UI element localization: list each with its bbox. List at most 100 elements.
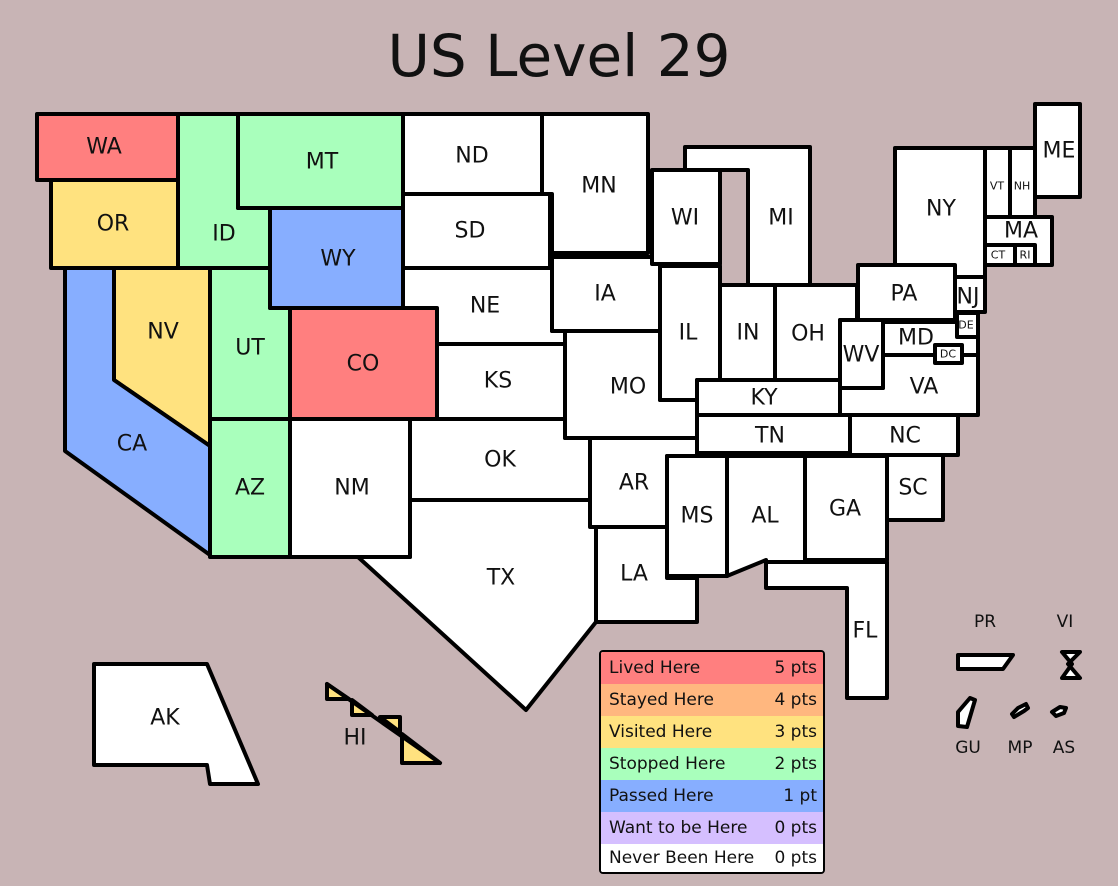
- state-shape[interactable]: [401, 192, 552, 270]
- legend-item-lived: Lived Here 5 pts: [601, 652, 823, 684]
- state-shape[interactable]: [236, 112, 405, 210]
- state-wi[interactable]: WI: [650, 168, 722, 266]
- legend-item-stopped: Stopped Here 2 pts: [601, 748, 823, 780]
- state-or[interactable]: OR: [49, 178, 180, 270]
- state-ky[interactable]: KY: [695, 378, 842, 417]
- state-vt[interactable]: VT: [983, 146, 1012, 219]
- state-mt[interactable]: MT: [236, 112, 405, 210]
- state-mn[interactable]: MN: [540, 112, 650, 255]
- state-ny[interactable]: NY: [893, 146, 987, 279]
- legend-label: Lived Here: [609, 658, 701, 678]
- hawaii-outline: [325, 682, 442, 765]
- state-shape[interactable]: [92, 662, 260, 786]
- state-shape[interactable]: [63, 266, 212, 557]
- state-ak[interactable]: AK: [92, 662, 260, 786]
- legend-item-stayed: Stayed Here 4 pts: [601, 684, 823, 716]
- state-dc[interactable]: DC: [933, 343, 964, 365]
- state-nh[interactable]: NH: [1008, 146, 1037, 219]
- state-mp[interactable]: MP: [1008, 702, 1033, 758]
- state-hi[interactable]: HI: [325, 682, 442, 765]
- state-shape[interactable]: [953, 275, 987, 314]
- state-shape[interactable]: [288, 417, 412, 559]
- state-shape[interactable]: [650, 168, 722, 266]
- state-shape[interactable]: [1013, 243, 1037, 267]
- state-label: PR: [974, 612, 996, 632]
- state-shape[interactable]: [540, 112, 650, 255]
- legend-points: 2 pts: [774, 754, 817, 774]
- state-shape[interactable]: [955, 311, 980, 339]
- state-shape[interactable]: [1033, 102, 1082, 199]
- state-ri[interactable]: RI: [1013, 243, 1037, 267]
- state-ia[interactable]: IA: [550, 255, 662, 333]
- state-co[interactable]: CO: [288, 306, 439, 421]
- state-ks[interactable]: KS: [435, 342, 567, 421]
- state-al[interactable]: AL: [725, 454, 807, 578]
- legend-label: Want to be Here: [609, 818, 748, 838]
- state-shape[interactable]: [1010, 702, 1030, 719]
- state-shape[interactable]: [956, 653, 1015, 671]
- state-label: VI: [1057, 612, 1074, 632]
- state-shape[interactable]: [856, 263, 957, 322]
- state-shape[interactable]: [1050, 705, 1068, 718]
- state-shape[interactable]: [49, 178, 180, 270]
- state-tn[interactable]: TN: [695, 413, 852, 455]
- state-ms[interactable]: MS: [665, 454, 729, 578]
- state-wv[interactable]: WV: [838, 318, 885, 390]
- state-nm[interactable]: NM: [288, 417, 412, 559]
- state-sd[interactable]: SD: [401, 192, 552, 270]
- state-shape[interactable]: [764, 560, 889, 700]
- state-pr[interactable]: PR: [956, 612, 1015, 671]
- state-shape[interactable]: [1008, 146, 1037, 219]
- state-shape[interactable]: [665, 454, 729, 578]
- state-me[interactable]: ME: [1033, 102, 1082, 199]
- state-nd[interactable]: ND: [401, 112, 544, 196]
- legend-points: 5 pts: [774, 658, 817, 678]
- state-wa[interactable]: WA: [35, 112, 180, 182]
- state-shape[interactable]: [695, 378, 842, 417]
- state-shape[interactable]: [435, 342, 567, 421]
- state-gu[interactable]: GU: [955, 696, 981, 758]
- state-shape[interactable]: [956, 696, 977, 729]
- state-shape[interactable]: [803, 454, 889, 562]
- state-shape[interactable]: [208, 417, 292, 559]
- state-shape[interactable]: [550, 255, 662, 333]
- legend-item-want: Want to be Here 0 pts: [601, 812, 823, 844]
- state-shape[interactable]: [885, 453, 945, 522]
- state-label: MP: [1008, 738, 1033, 758]
- state-shape[interactable]: [983, 243, 1017, 267]
- state-label: AS: [1053, 738, 1075, 758]
- state-shape[interactable]: [268, 206, 405, 310]
- state-shape[interactable]: [695, 413, 852, 455]
- state-pa[interactable]: PA: [856, 263, 957, 322]
- state-shape[interactable]: [725, 454, 807, 578]
- state-sc[interactable]: SC: [885, 453, 945, 522]
- state-ga[interactable]: GA: [803, 454, 889, 562]
- state-nj[interactable]: NJ: [953, 275, 987, 314]
- state-in[interactable]: IN: [718, 283, 777, 382]
- legend-label: Passed Here: [609, 786, 714, 806]
- state-ct[interactable]: CT: [983, 243, 1017, 267]
- state-as[interactable]: AS: [1050, 705, 1075, 758]
- state-shape[interactable]: [933, 343, 964, 365]
- state-shape[interactable]: [983, 146, 1012, 219]
- state-de[interactable]: DE: [955, 311, 980, 339]
- state-shape[interactable]: [848, 413, 960, 457]
- state-nc[interactable]: NC: [848, 413, 960, 457]
- legend-points: 0 pts: [774, 818, 817, 838]
- state-shape[interactable]: [378, 715, 402, 734]
- state-az[interactable]: AZ: [208, 417, 292, 559]
- state-vi[interactable]: VI: [1057, 612, 1082, 680]
- state-shape[interactable]: [288, 306, 439, 421]
- state-shape[interactable]: [1060, 650, 1082, 680]
- state-shape[interactable]: [401, 112, 544, 196]
- state-wy[interactable]: WY: [268, 206, 405, 310]
- state-shape[interactable]: [718, 283, 777, 382]
- legend-points: 3 pts: [774, 722, 817, 742]
- state-shape[interactable]: [838, 318, 885, 390]
- state-shape[interactable]: [893, 146, 987, 279]
- state-shape[interactable]: [35, 112, 180, 182]
- page-title: US Level 29: [387, 22, 731, 90]
- legend-points: 4 pts: [774, 690, 817, 710]
- legend-item-passed: Passed Here 1 pt: [601, 780, 823, 812]
